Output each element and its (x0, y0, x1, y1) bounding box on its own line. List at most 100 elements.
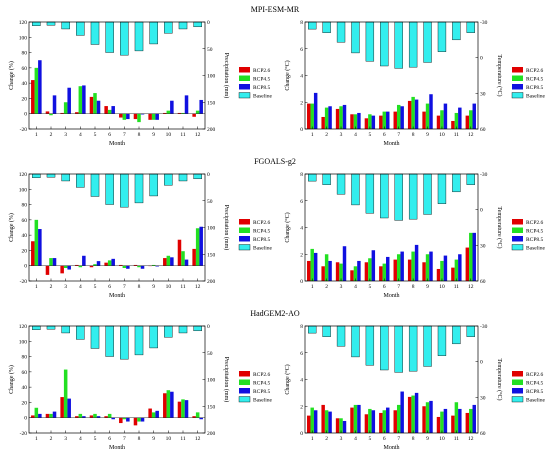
temp-change-bar-rcp45 (310, 407, 314, 433)
temp-change-bar-rcp26 (436, 115, 441, 129)
temp-change-bar-rcp45 (353, 404, 358, 433)
temp-baseline-bar (408, 173, 418, 220)
temp-change-bar-rcp85 (414, 392, 419, 433)
precip-change-bar-rcp45 (137, 417, 141, 422)
month-tick-label: 6 (383, 284, 386, 290)
temp-change-bar-rcp85 (328, 260, 332, 281)
temp-change-bar-rcp45 (454, 259, 459, 281)
temp-change-bar-rcp26 (307, 415, 311, 433)
precip-change-bar-rcp26 (31, 80, 35, 114)
precip-change-bar-rcp85 (126, 417, 130, 422)
temp-change-bar-rcp85 (443, 408, 448, 433)
temp-change-bar-rcp45 (425, 402, 430, 433)
temp-change-bar-rcp85 (342, 104, 347, 129)
precip-change-bar-rcp45 (34, 407, 39, 418)
temp-baseline-bar (408, 325, 418, 372)
precip-change-bar-rcp85 (140, 265, 145, 269)
precip-change-bar-rcp85 (184, 259, 189, 266)
precip-change-bar-rcp85 (82, 255, 86, 266)
temp-change-bar-rcp45 (411, 395, 415, 433)
temp-change-bar-rcp85 (371, 115, 376, 129)
precip-change-bar-rcp85 (199, 99, 203, 114)
legend-label: RCP4.5 (526, 77, 544, 83)
precip-change-bar-rcp85 (111, 258, 115, 266)
precip-baseline-bar (32, 173, 41, 178)
precip-change-bar-rcp85 (184, 400, 189, 418)
temp-change-bar-rcp26 (379, 266, 383, 281)
precip-baseline-bar (134, 325, 144, 356)
temp-change-bar-rcp45 (368, 258, 372, 281)
precip-change-bar-rcp85 (184, 95, 189, 114)
temp-change-bar-rcp85 (357, 404, 361, 433)
left-tick-label: 100 (19, 187, 28, 193)
precip-change-bar-rcp45 (34, 67, 39, 114)
month-tick-label: 8 (412, 284, 415, 290)
right-axis-label: Precipitation (mm) (223, 205, 230, 251)
left-tick-label: 4 (300, 74, 303, 80)
left-axis-label: Change (°C) (284, 60, 291, 90)
month-tick-label: 10 (439, 284, 445, 290)
temp-baseline-bar (466, 325, 475, 337)
temp-baseline-bar (380, 21, 389, 67)
precip-change-bar-rcp85 (96, 416, 101, 418)
precip-change-bar-rcp26 (119, 417, 123, 424)
precip-change-bar-rcp85 (170, 391, 174, 418)
precip-change-bar-rcp45 (137, 265, 141, 268)
temp-change-bar-rcp45 (353, 266, 358, 281)
temp-change-bar-rcp85 (342, 246, 347, 281)
legend-swatch-baseline (238, 396, 251, 403)
legend-label: RCP2.6 (526, 68, 544, 74)
temp-baseline-bar (466, 21, 475, 33)
temp-change-bar-rcp26 (350, 270, 354, 281)
temp-change-bar-rcp26 (364, 414, 369, 433)
month-tick-label: 3 (340, 436, 343, 442)
temp-baseline-bar (437, 21, 447, 52)
temp-change-bar-rcp26 (451, 120, 455, 129)
month-tick-label: 6 (383, 436, 386, 442)
precip-change-bar-rcp85 (155, 265, 159, 267)
precip-change-bar-rcp45 (49, 413, 53, 418)
legend-swatch-rcp85 (239, 388, 250, 394)
right-axis-label: Precipitation (mm) (223, 53, 230, 99)
month-tick-label: 7 (123, 436, 126, 442)
legend-label: Baseline (526, 94, 545, 100)
precip-baseline-bar (46, 173, 56, 178)
x-axis-label: Month (109, 141, 125, 147)
right-axis-label: Precipitation (mm) (223, 357, 230, 403)
month-tick-label: 12 (195, 132, 201, 138)
precip-baseline-bar (164, 21, 173, 34)
temp-change-bar-rcp85 (414, 99, 419, 129)
precip-change-bar-rcp26 (104, 106, 108, 114)
precip-change-bar-rcp26 (89, 96, 94, 114)
right-tick-label: 100 (207, 74, 216, 80)
temp-baseline-bar (322, 325, 331, 337)
temp-change-bar-rcp26 (321, 116, 325, 129)
precip-change-bar-rcp85 (126, 265, 130, 269)
temp-baseline-bar (308, 325, 317, 334)
temp-change-bar-rcp26 (350, 407, 354, 433)
temp-change-bar-rcp45 (353, 114, 358, 129)
temp-change-bar-rcp26 (393, 111, 397, 129)
precip-change-bar-rcp26 (192, 113, 196, 117)
temp-change-bar-rcp45 (440, 260, 444, 281)
precip-change-bar-rcp26 (31, 415, 35, 418)
temp-change-bar-rcp45 (411, 251, 415, 281)
x-axis-label: Month (109, 445, 125, 451)
precip-baseline-bar (32, 325, 41, 330)
precip-change-bar-rcp26 (133, 113, 138, 120)
left-tick-label: 20 (22, 248, 28, 254)
left-tick-label: 2 (300, 100, 303, 106)
month-tick-label: 7 (397, 284, 400, 290)
month-tick-label: 1 (35, 284, 38, 290)
month-tick-label: 7 (397, 132, 400, 138)
temp-change-bar-rcp26 (422, 111, 426, 129)
legend-swatch-rcp85 (239, 236, 250, 242)
month-tick-label: 3 (64, 284, 67, 290)
temp-change-bar-rcp26 (307, 260, 311, 281)
left-tick-label: 4 (300, 378, 303, 384)
precip-change-bar-rcp26 (45, 111, 50, 114)
month-tick-label: 9 (152, 132, 155, 138)
temp-change-bar-rcp85 (443, 103, 448, 129)
right-tick-label: 50 (207, 351, 213, 357)
precip-change-bar-rcp85 (155, 410, 159, 418)
